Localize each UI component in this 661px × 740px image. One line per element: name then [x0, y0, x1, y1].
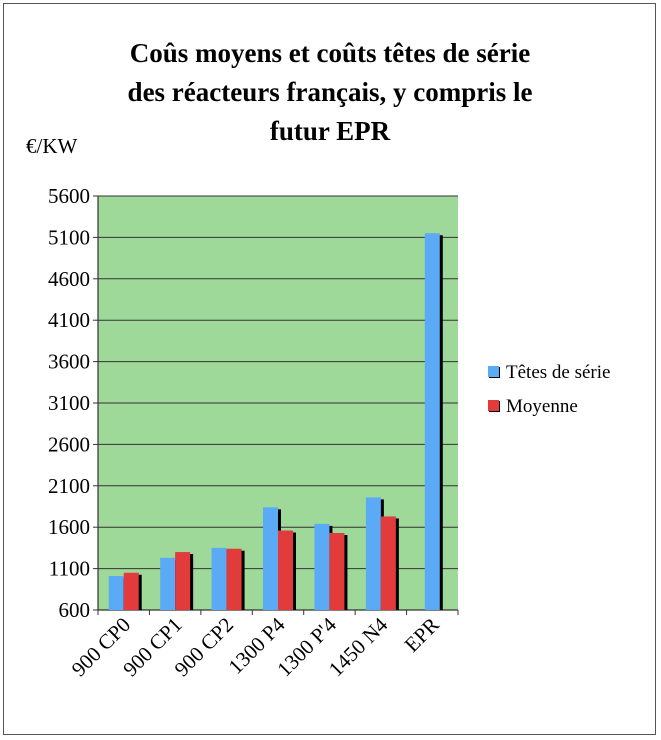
x-tick-label: 1450 N4 — [324, 612, 393, 681]
y-tick-label: 4100 — [48, 308, 90, 332]
legend-swatch-0 — [488, 366, 499, 377]
chart-title-line-2: des réacteurs français, y compris le — [127, 77, 533, 107]
y-tick-label: 3100 — [48, 391, 90, 415]
bar-tetes-de-serie-2 — [211, 547, 227, 610]
y-tick-label: 600 — [59, 598, 91, 622]
y-tick-label: 1100 — [49, 557, 90, 581]
y-tick-label: 5600 — [48, 184, 90, 208]
legend-label-1: Moyenne — [506, 396, 578, 417]
y-tick-label: 1600 — [48, 515, 90, 539]
bar-tetes-de-serie-6 — [424, 233, 440, 610]
bar-moyenne-5 — [380, 516, 396, 610]
bar-tetes-de-serie-5 — [365, 497, 381, 610]
bar-moyenne-3 — [278, 530, 293, 610]
chart-title: Coûs moyens et coûts têtes de série des … — [60, 34, 600, 151]
legend-label-0: Têtes de série — [506, 362, 610, 383]
chart-title-line-1: Coûs moyens et coûts têtes de série — [129, 38, 531, 68]
legend-swatch-1 — [488, 400, 499, 411]
bar-moyenne-1 — [175, 552, 191, 610]
bar-moyenne-4 — [329, 532, 345, 610]
bar-moyenne-0 — [123, 572, 139, 610]
bar-tetes-de-serie-0 — [108, 576, 124, 610]
y-tick-label: 2600 — [48, 432, 90, 456]
y-tick-label: 4600 — [48, 267, 90, 291]
bar-moyenne-2 — [226, 548, 242, 610]
bar-tetes-de-serie-3 — [263, 507, 278, 610]
y-tick-label: 5100 — [48, 225, 90, 249]
bar-tetes-de-serie-1 — [160, 557, 176, 610]
chart-title-line-3: futur EPR — [269, 116, 391, 146]
x-tick-label: EPR — [400, 613, 444, 657]
y-axis-unit-label: €/KW — [26, 134, 78, 158]
y-tick-label: 3600 — [48, 350, 90, 374]
y-tick-label: 2100 — [48, 474, 90, 498]
bar-tetes-de-serie-4 — [314, 523, 330, 610]
